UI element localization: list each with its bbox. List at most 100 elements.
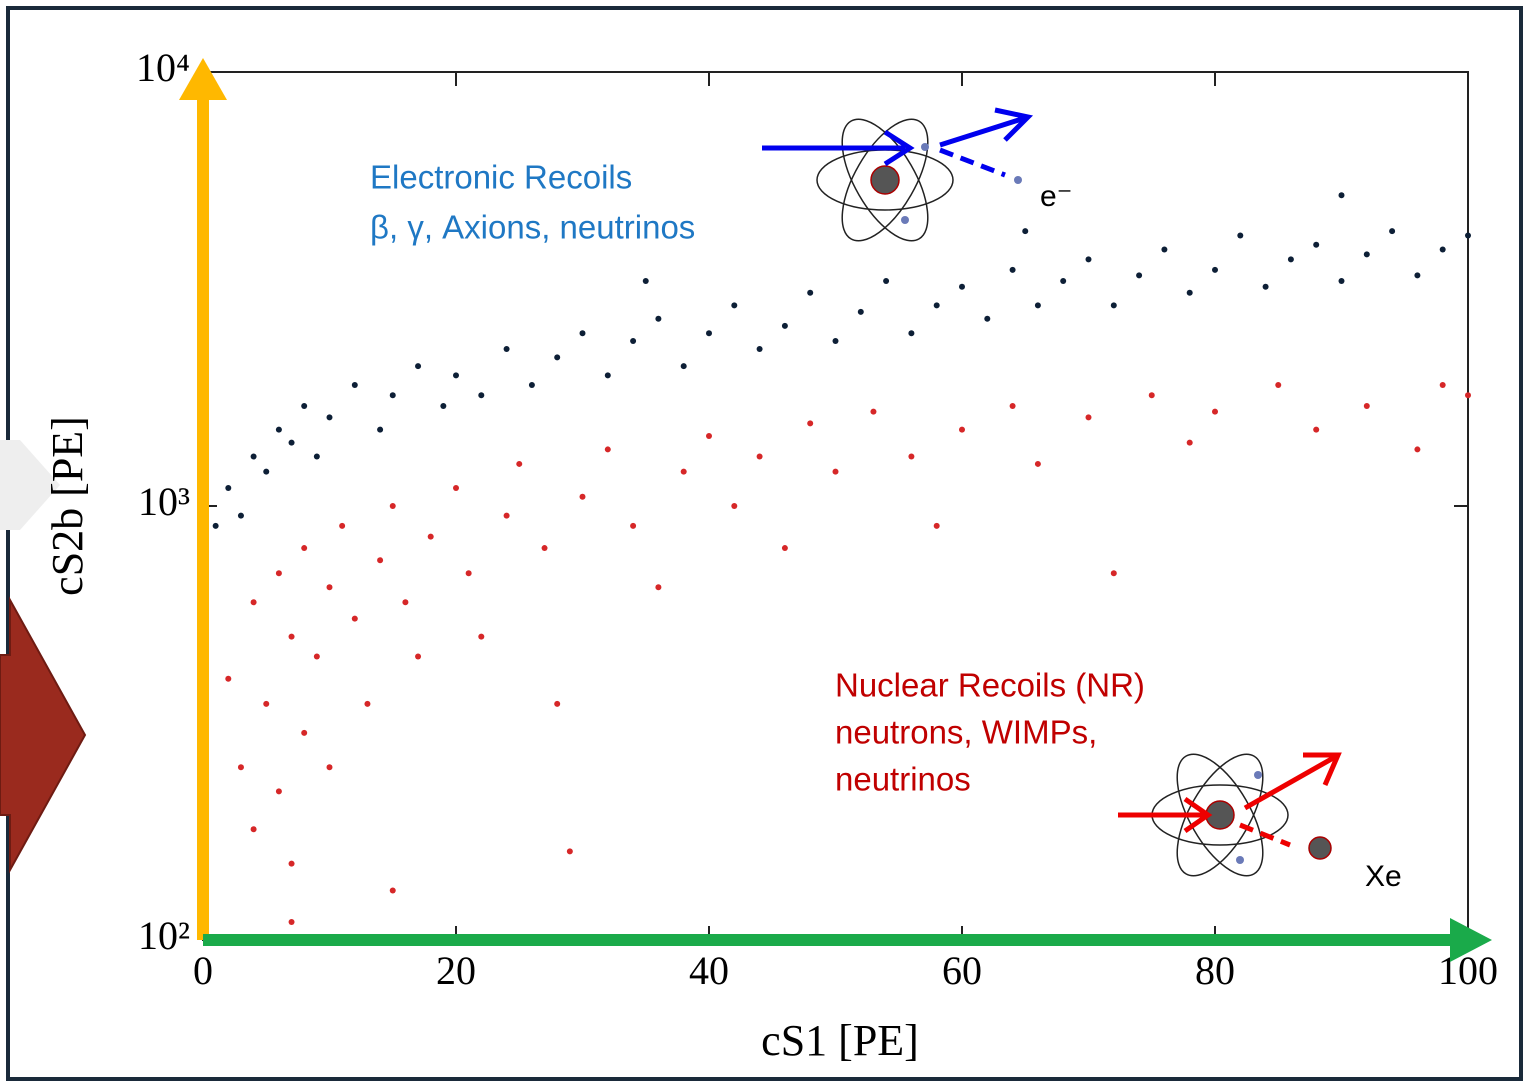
point xyxy=(630,337,637,344)
point xyxy=(275,788,282,795)
er-electron-path xyxy=(939,147,1006,178)
point xyxy=(680,468,687,475)
point xyxy=(1439,246,1446,253)
y-tick-label: 10⁴ xyxy=(136,45,190,90)
x-tick-label: 100 xyxy=(1438,948,1498,993)
point xyxy=(1009,402,1016,409)
point xyxy=(225,485,232,492)
point xyxy=(984,315,991,322)
point xyxy=(1212,408,1218,415)
point xyxy=(1414,446,1421,453)
point xyxy=(857,308,864,315)
point xyxy=(402,599,409,606)
point xyxy=(781,322,788,329)
point xyxy=(566,848,573,855)
point xyxy=(1363,251,1370,258)
point xyxy=(1022,228,1029,235)
point xyxy=(465,570,472,577)
point xyxy=(731,503,738,509)
point xyxy=(351,382,358,389)
annotation: neutrinos xyxy=(835,761,971,798)
point xyxy=(301,545,308,552)
point xyxy=(326,414,333,421)
point xyxy=(1148,392,1155,399)
point xyxy=(959,426,965,433)
frame xyxy=(6,6,1523,1081)
nr-arrow-out xyxy=(1243,754,1337,811)
point xyxy=(1338,192,1345,199)
y-tick-label: 10² xyxy=(138,913,190,958)
point xyxy=(933,522,940,529)
er-arrow-out xyxy=(939,115,1026,148)
annotation: e⁻ xyxy=(1040,180,1073,213)
point xyxy=(427,533,434,540)
point xyxy=(579,493,586,500)
point xyxy=(706,330,712,337)
point xyxy=(1186,439,1193,446)
point xyxy=(301,402,308,409)
point xyxy=(377,557,384,564)
point xyxy=(1060,277,1067,284)
annotation: Xe xyxy=(1365,860,1402,893)
point xyxy=(1465,232,1471,239)
point xyxy=(389,887,396,894)
point xyxy=(1085,414,1092,421)
point xyxy=(655,315,662,322)
y-axis-arrow-head xyxy=(179,58,227,100)
point xyxy=(1110,570,1117,577)
point xyxy=(908,453,915,460)
point xyxy=(1389,228,1396,235)
point xyxy=(288,860,295,867)
point xyxy=(389,503,396,509)
point xyxy=(415,653,422,660)
point xyxy=(807,289,814,296)
x-axis-arrow-head xyxy=(1450,918,1492,962)
point xyxy=(326,764,333,771)
point xyxy=(440,402,447,409)
point xyxy=(541,545,548,552)
point xyxy=(275,570,282,577)
x-tick-label: 40 xyxy=(689,948,729,993)
x-tick-label: 20 xyxy=(436,948,476,993)
point xyxy=(832,468,839,475)
point xyxy=(516,460,523,467)
point xyxy=(1034,460,1041,467)
point xyxy=(1186,289,1193,296)
point xyxy=(1110,302,1117,309)
point xyxy=(288,633,295,640)
er-arrow-in-head xyxy=(883,129,915,167)
point xyxy=(604,372,611,379)
point xyxy=(212,522,219,529)
annotation: β, γ, Axions, neutrinos xyxy=(370,209,695,246)
annotation: Electronic Recoils xyxy=(370,159,632,196)
point xyxy=(781,545,788,552)
point xyxy=(1161,246,1168,253)
point xyxy=(288,439,295,446)
point xyxy=(642,277,649,284)
point xyxy=(959,283,965,290)
point xyxy=(415,363,422,370)
point xyxy=(275,426,282,433)
point xyxy=(503,512,510,519)
point xyxy=(313,653,320,660)
point xyxy=(630,522,637,529)
point xyxy=(263,700,270,707)
point xyxy=(351,615,358,622)
point xyxy=(1034,302,1041,309)
y-axis-title: cS2b [PE] xyxy=(43,416,92,596)
point xyxy=(1313,426,1320,433)
point xyxy=(554,354,561,361)
point xyxy=(706,432,712,439)
point xyxy=(1465,392,1471,399)
point xyxy=(1136,272,1143,279)
point xyxy=(1363,402,1370,409)
point xyxy=(1212,266,1218,273)
nr-recoil-path xyxy=(1239,822,1291,848)
point xyxy=(1338,277,1345,284)
point xyxy=(288,919,295,926)
er-arrow-out-head xyxy=(994,107,1034,142)
point xyxy=(554,700,561,707)
point xyxy=(1009,266,1016,273)
point xyxy=(478,633,485,640)
